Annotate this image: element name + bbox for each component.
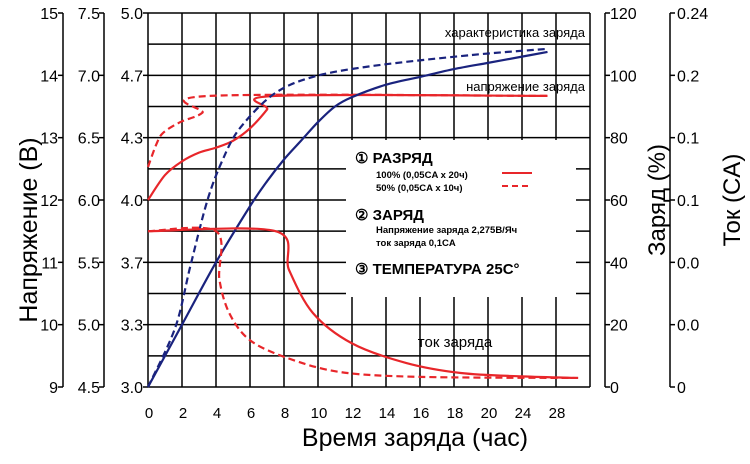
y-tick-label-current: 0.0 xyxy=(677,318,699,335)
x-tick-label: 16 xyxy=(413,405,430,422)
y-tick-label-v12: 14 xyxy=(40,68,58,85)
y-tick-label-v6: 6.5 xyxy=(78,131,100,148)
x-tick-label: 0 xyxy=(145,405,153,422)
charge-dashed-line xyxy=(147,47,548,388)
y-tick-label-v12: 9 xyxy=(49,380,58,397)
y-tick-label-charge: 20 xyxy=(610,318,628,335)
y-tick-label-v6: 6.0 xyxy=(78,193,100,210)
y-tick-label-v2: 3.3 xyxy=(121,318,143,335)
legend-discharge-50: 50% (0,05CA x 10ч) xyxy=(376,183,462,194)
axes: 0 2 4 6 8 10 12 14 16 18 20 24 2815141312111097.57.0… xyxy=(40,6,708,422)
y-tick-label-v2: 4.0 xyxy=(121,193,143,210)
y-tick-label-charge: 120 xyxy=(610,6,637,23)
x-tick-label: 8 xyxy=(281,405,289,422)
y-tick-label-current: 0.24 xyxy=(677,6,708,23)
y-tick-label-v2: 3.0 xyxy=(121,380,143,397)
y-axis-title-current: Ток (CA) xyxy=(719,154,746,247)
y-tick-label-v2: 4.7 xyxy=(121,68,143,85)
y-tick-label-charge: 0 xyxy=(610,380,619,397)
y-tick-label-current: 0 xyxy=(677,380,686,397)
y-tick-label-v12: 13 xyxy=(40,131,58,148)
y-tick-label-v12: 15 xyxy=(40,6,58,23)
y-tick-label-current: 0.1 xyxy=(677,193,699,210)
y-tick-label-current: 0.0 xyxy=(677,255,699,272)
y-axis-title-charge: Заряд (%) xyxy=(644,144,671,256)
y-tick-label-current: 0.1 xyxy=(677,131,699,148)
x-tick-label: 4 xyxy=(213,405,221,422)
legend-discharge-title: ① РАЗРЯД xyxy=(355,150,433,167)
series-group xyxy=(146,47,579,388)
current-dashed-line xyxy=(147,226,579,380)
x-tick-label: 14 xyxy=(379,405,396,422)
y-tick-label-v6: 4.5 xyxy=(78,380,100,397)
y-axis-title-voltage: Напряжение (В) xyxy=(15,137,43,322)
x-tick-label: 12 xyxy=(345,405,362,422)
annotation-charge-curve: характеристика заряда xyxy=(445,25,586,40)
x-tick-label: 18 xyxy=(447,405,464,422)
y-tick-label-v2: 4.3 xyxy=(121,131,143,148)
x-tick-label: 10 xyxy=(311,405,328,422)
x-tick-label: 2 xyxy=(179,405,187,422)
y-tick-label-charge: 40 xyxy=(610,255,628,272)
x-tick-label: 6 xyxy=(247,405,255,422)
y-tick-label-charge: 60 xyxy=(610,193,628,210)
x-tick-label: 20 xyxy=(481,405,498,422)
legend-discharge-100: 100% (0,05CA x 20ч) xyxy=(376,170,468,181)
y-tick-label-current: 0.2 xyxy=(677,68,699,85)
y-tick-label-v12: 12 xyxy=(40,193,58,210)
y-tick-label-v6: 7.5 xyxy=(78,6,100,23)
y-tick-label-charge: 100 xyxy=(610,68,637,85)
x-axis-title: Время заряда (час) xyxy=(302,424,528,452)
annotation-charge-voltage: напряжение заряда xyxy=(466,79,586,94)
voltage-dashed-line xyxy=(146,93,548,168)
y-tick-label-v12: 11 xyxy=(41,255,58,272)
legend: ① РАЗРЯД 100% (0,05CA x 20ч) 50% (0,05CA… xyxy=(355,150,532,278)
y-tick-label-charge: 80 xyxy=(610,131,628,148)
y-tick-label-v2: 3.7 xyxy=(121,255,143,272)
x-tick-label: 24 xyxy=(515,405,532,422)
legend-box xyxy=(346,140,576,297)
y-tick-label-v2: 5.0 xyxy=(121,6,143,23)
charge-solid-line xyxy=(147,50,548,388)
y-tick-label-v6: 5.0 xyxy=(78,318,100,335)
legend-temperature: ③ ТЕМПЕРАТУРА 25С° xyxy=(355,261,520,278)
current-solid-line xyxy=(147,227,579,380)
annotation-charge-current: ток заряда xyxy=(418,334,493,351)
y-tick-label-v12: 10 xyxy=(40,318,58,335)
x-tick-label: 28 xyxy=(549,405,566,422)
legend-charge-title: ② ЗАРЯД xyxy=(355,207,424,224)
legend-charge-current: ток заряда 0,1CA xyxy=(376,238,456,249)
y-tick-label-v6: 7.0 xyxy=(78,68,100,85)
y-tick-label-v6: 5.5 xyxy=(78,255,100,272)
legend-charge-voltage: Напряжение заряда 2,275В/Яч xyxy=(376,225,517,236)
